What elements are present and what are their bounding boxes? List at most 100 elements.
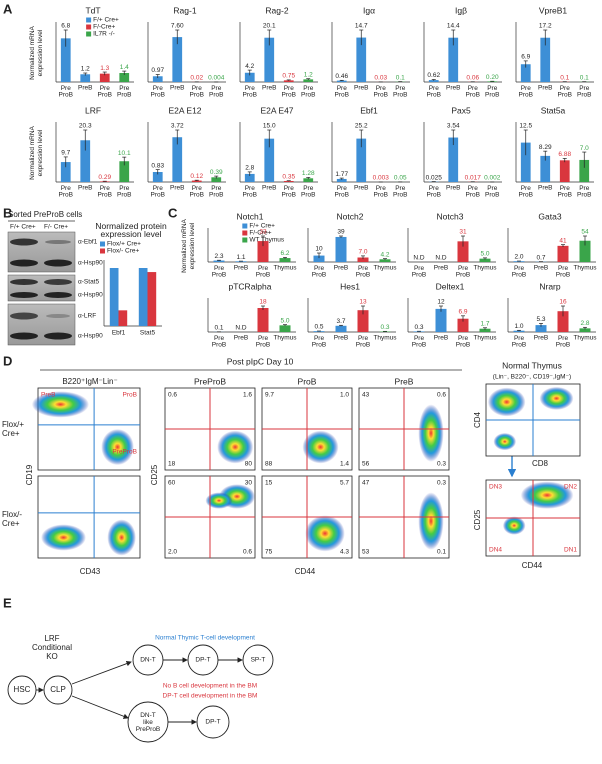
bar bbox=[357, 310, 369, 332]
x-tick-label: Pre ProB bbox=[335, 85, 349, 99]
x-tick-label: Thymus bbox=[473, 335, 497, 342]
chart-title: Rag-1 bbox=[173, 5, 196, 15]
x-tick-label: Pre ProB bbox=[282, 185, 296, 199]
value-label: 0.97 bbox=[151, 67, 164, 74]
x-tick-label: Pre ProB bbox=[456, 335, 470, 349]
x-tick-label: PreB bbox=[534, 335, 548, 342]
x-tick-label: Pre ProB bbox=[577, 185, 591, 199]
blot-band bbox=[10, 259, 38, 267]
population-title: PreProB bbox=[194, 376, 226, 386]
x-tick-label: PreB bbox=[354, 185, 368, 192]
bar bbox=[172, 137, 183, 182]
value-label: 20.3 bbox=[79, 123, 92, 130]
blot-band bbox=[44, 259, 72, 267]
legend-label: Flox/+ Cre+ bbox=[107, 241, 141, 248]
x-tick-label: Pre ProB bbox=[243, 85, 257, 99]
quadrant-label: DN1 bbox=[564, 547, 577, 554]
x-tick-label: Pre ProB bbox=[393, 185, 407, 199]
density-cloud bbox=[205, 492, 233, 509]
chart-title: Pax5 bbox=[451, 105, 471, 115]
x-tick-label: PreB bbox=[234, 335, 248, 342]
x-tick-label: Pre ProB bbox=[512, 265, 526, 279]
node-label: HSC bbox=[14, 685, 31, 694]
x-tick-label: Pre ProB bbox=[243, 185, 257, 199]
value-label: 20.1 bbox=[263, 23, 276, 30]
bar bbox=[448, 137, 459, 182]
value-label: 0.003 bbox=[373, 175, 390, 182]
value-label: 7.60 bbox=[171, 23, 184, 30]
quadrant-label: DN4 bbox=[489, 547, 502, 554]
x-tick-label: Pre ProB bbox=[212, 265, 226, 279]
population-title: PreB bbox=[395, 376, 414, 386]
node bbox=[196, 705, 230, 739]
node-label: DN-T bbox=[140, 657, 156, 664]
x-tick-label: Thymus bbox=[273, 265, 297, 272]
legend-swatch bbox=[242, 230, 248, 236]
panel-letter: B bbox=[3, 205, 12, 220]
panel-letter: E bbox=[3, 595, 12, 610]
x-tick-label: PreB bbox=[434, 265, 448, 272]
x-tick-label: PreB bbox=[234, 265, 248, 272]
quadrant-label: 9.7 bbox=[265, 392, 274, 399]
population-title: ProB bbox=[298, 376, 317, 386]
quadrant-label: 0.6 bbox=[437, 392, 446, 399]
bar bbox=[283, 180, 294, 182]
bar bbox=[244, 72, 255, 82]
density-cloud bbox=[502, 516, 526, 535]
bar bbox=[213, 260, 225, 262]
bar bbox=[428, 80, 439, 82]
value-label: 2.0 bbox=[514, 254, 523, 261]
x-tick-label: Pre ProB bbox=[558, 85, 572, 99]
value-label: 0.002 bbox=[484, 175, 501, 182]
density-cloud bbox=[305, 515, 345, 552]
bar bbox=[540, 37, 551, 82]
x-tick-label: PreB bbox=[538, 185, 552, 192]
bar bbox=[479, 258, 491, 262]
antibody-label: α-LRF bbox=[78, 313, 96, 320]
chart-title: Hes1 bbox=[340, 281, 360, 291]
value-label: 5.3 bbox=[536, 316, 545, 323]
value-label: 9.7 bbox=[61, 150, 70, 157]
bar bbox=[520, 64, 531, 82]
value-label: 3.7 bbox=[336, 318, 345, 325]
value-label: 0.46 bbox=[335, 73, 348, 80]
axis-label: CD8 bbox=[532, 459, 549, 468]
x-tick-label: Pre ProB bbox=[393, 85, 407, 99]
value-label: 0.5 bbox=[314, 324, 323, 331]
quadrant-label: 30 bbox=[245, 480, 253, 487]
x-tick-label: Pre ProB bbox=[151, 85, 165, 99]
x-tick-label: Pre ProB bbox=[512, 335, 526, 349]
bar bbox=[191, 180, 202, 182]
antibody-label: α-Ebf1 bbox=[78, 239, 98, 246]
node-label: DP-T bbox=[195, 657, 210, 664]
quadrant-label: 53 bbox=[362, 549, 370, 556]
axis-label: CD43 bbox=[80, 567, 101, 576]
x-tick-label: Pre ProB bbox=[301, 185, 315, 199]
x-tick-label: Pre ProB bbox=[519, 185, 533, 199]
bar bbox=[99, 73, 110, 82]
quadrant-label: 0.3 bbox=[437, 480, 446, 487]
quadrant-label: 0.3 bbox=[437, 461, 446, 468]
bar bbox=[336, 80, 347, 82]
axis-label: CD44 bbox=[522, 561, 543, 570]
gate-label: PreProB bbox=[112, 449, 137, 456]
bar bbox=[119, 73, 130, 82]
quadrant-label: 43 bbox=[362, 392, 370, 399]
value-label: N.D bbox=[235, 325, 247, 332]
value-label: 0.29 bbox=[98, 174, 111, 181]
quadrant-label: DN2 bbox=[564, 484, 577, 491]
value-label: 14.7 bbox=[355, 23, 368, 30]
blot-band bbox=[10, 238, 38, 246]
bar bbox=[80, 74, 91, 82]
legend-label: F/-Cre+ bbox=[93, 24, 115, 31]
ko-note: DP-T cell development in the BM bbox=[163, 693, 258, 700]
density-cloud bbox=[539, 386, 574, 410]
x-tick-label: PreB bbox=[78, 85, 92, 92]
western-blot: Sorted PreProB cells F/+ Cre+ F/- Cre+ α… bbox=[7, 210, 103, 346]
value-label: 1.3 bbox=[100, 65, 109, 72]
axis-label: CD4 bbox=[473, 411, 482, 428]
quadrant-label: 80 bbox=[245, 461, 253, 468]
node bbox=[242, 644, 274, 676]
x-tick-label: PreB bbox=[262, 185, 276, 192]
quadrant-label: 4.3 bbox=[340, 549, 349, 556]
